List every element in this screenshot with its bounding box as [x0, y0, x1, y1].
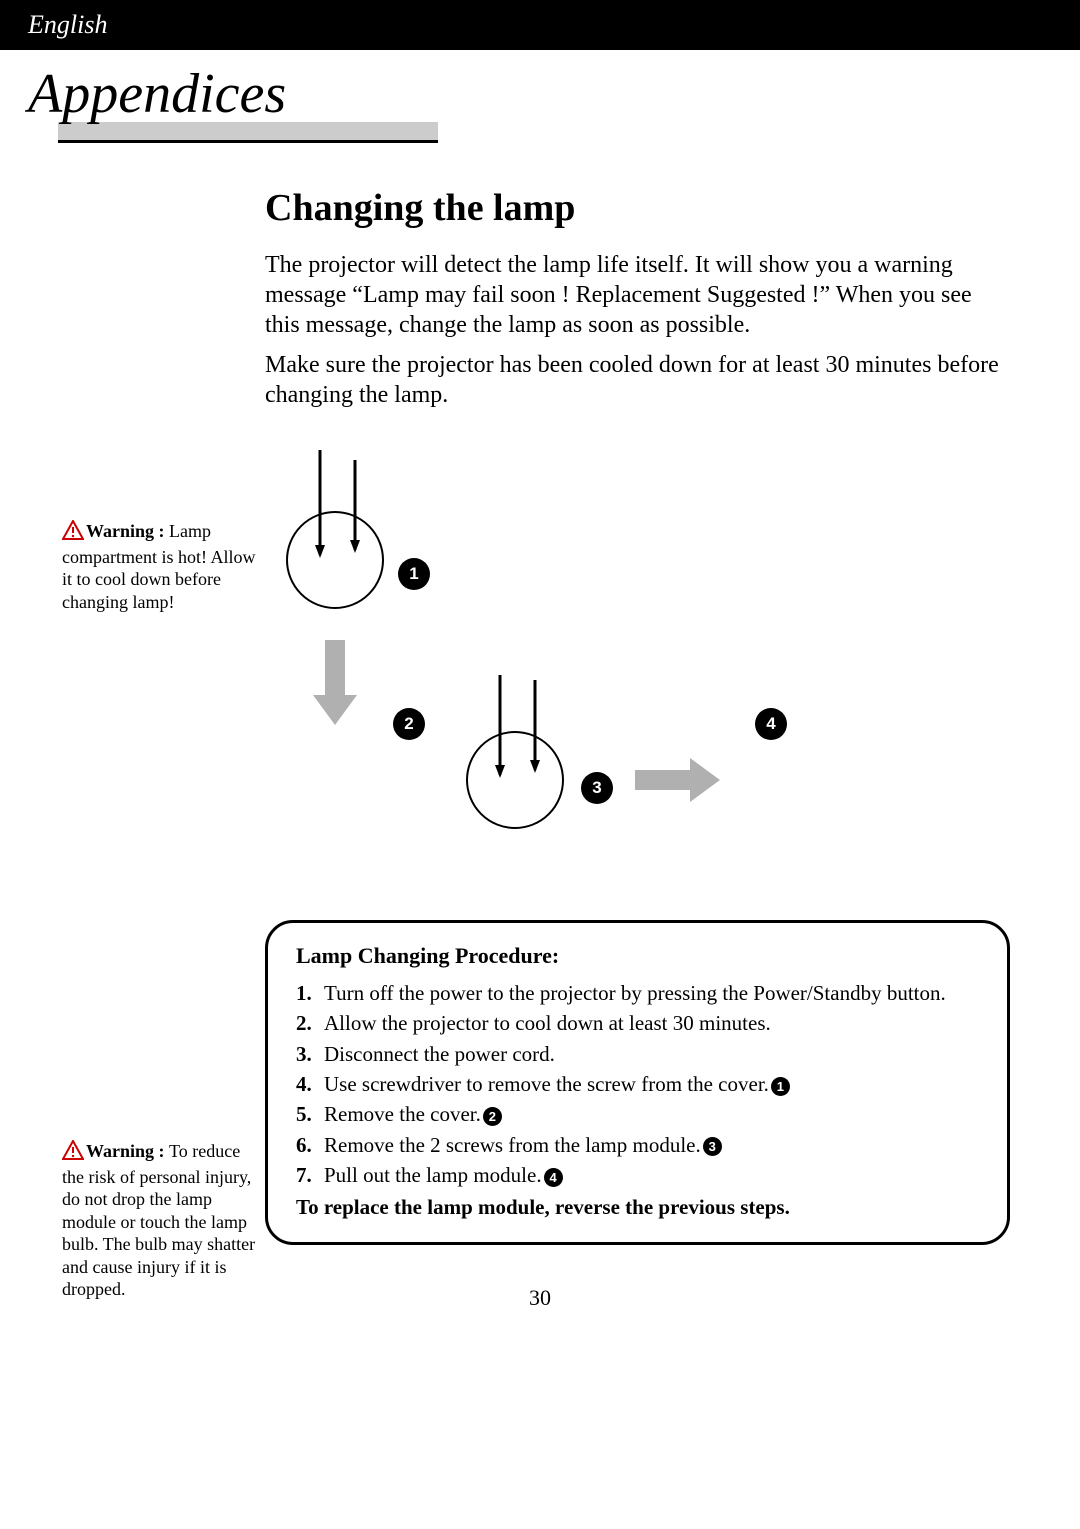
diagram: 1 2 3 4 [265, 450, 1080, 880]
warning-triangle-icon [62, 520, 84, 546]
procedure-step: 6.Remove the 2 screws from the lamp modu… [296, 1131, 979, 1159]
step-badge-3: 3 [581, 772, 613, 804]
step-number: 1. [296, 979, 324, 1007]
procedure-footer: To replace the lamp module, reverse the … [296, 1195, 979, 1220]
header-language: English [28, 10, 107, 39]
warning-2-label: Warning : [86, 1141, 169, 1161]
step-ref-icon: 3 [703, 1137, 722, 1156]
procedure-step: 5.Remove the cover.2 [296, 1100, 979, 1128]
title-section: Appendices [28, 62, 1080, 126]
step-badge-1: 1 [398, 558, 430, 590]
step-text: Remove the 2 screws from the lamp module… [324, 1131, 722, 1159]
step-number: 4. [296, 1070, 324, 1098]
step-number: 3. [296, 1040, 324, 1068]
header-bar: English [0, 0, 1080, 50]
procedure-step: 7.Pull out the lamp module.4 [296, 1161, 979, 1189]
procedure-step: 1.Turn off the power to the projector by… [296, 979, 979, 1007]
procedure-list: 1.Turn off the power to the projector by… [296, 979, 979, 1189]
step-badge-2: 2 [393, 708, 425, 740]
procedure-step: 2.Allow the projector to cool down at le… [296, 1009, 979, 1037]
body-text: The projector will detect the lamp life … [265, 250, 1010, 410]
paragraph-2: Make sure the projector has been cooled … [265, 350, 1010, 410]
step-text: Use screwdriver to remove the screw from… [324, 1070, 790, 1098]
step-ref-icon: 4 [544, 1168, 563, 1187]
diagram-svg [265, 450, 825, 880]
step-text: Pull out the lamp module.4 [324, 1161, 563, 1189]
step-text: Turn off the power to the projector by p… [324, 979, 946, 1007]
step-badge-4: 4 [755, 708, 787, 740]
step-text: Remove the cover.2 [324, 1100, 502, 1128]
step-number: 6. [296, 1131, 324, 1159]
warning-2-text: To reduce the risk of personal injury, d… [62, 1141, 255, 1299]
warning-1-label: Warning : [86, 521, 169, 541]
procedure-step: 3.Disconnect the power cord. [296, 1040, 979, 1068]
warning-triangle-icon [62, 1140, 84, 1166]
step-text: Disconnect the power cord. [324, 1040, 555, 1068]
warning-2: Warning : To reduce the risk of personal… [62, 1140, 262, 1301]
procedure-title: Lamp Changing Procedure: [296, 943, 979, 969]
step-ref-icon: 2 [483, 1107, 502, 1126]
step-number: 2. [296, 1009, 324, 1037]
section-heading: Changing the lamp [265, 186, 1080, 230]
step-number: 5. [296, 1100, 324, 1128]
warning-1: Warning : Lamp compartment is hot! Allow… [62, 520, 262, 613]
procedure-box: Lamp Changing Procedure: 1.Turn off the … [265, 920, 1010, 1245]
step-number: 7. [296, 1161, 324, 1189]
title-underline-black [58, 140, 438, 143]
step-ref-icon: 1 [771, 1077, 790, 1096]
page-title: Appendices [28, 62, 1080, 126]
step-text: Allow the projector to cool down at leas… [324, 1009, 771, 1037]
paragraph-1: The projector will detect the lamp life … [265, 250, 1010, 340]
procedure-step: 4.Use screwdriver to remove the screw fr… [296, 1070, 979, 1098]
